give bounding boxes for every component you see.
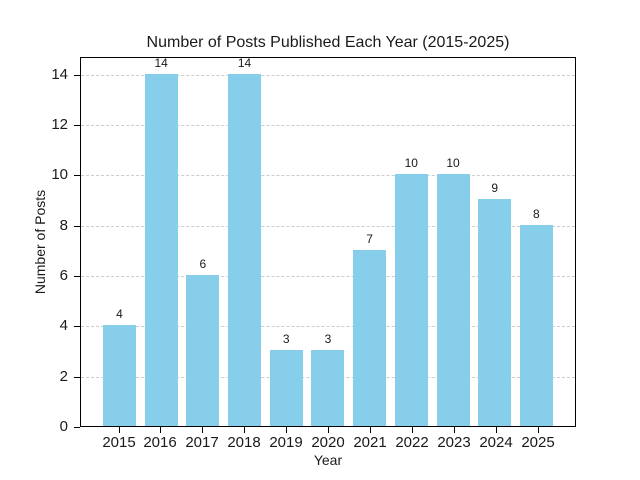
bar: 8: [519, 207, 553, 426]
x-tick-label: 2023: [437, 434, 471, 451]
x-tick-mark: [412, 427, 413, 433]
bar: 14: [144, 56, 178, 426]
chart-title: Number of Posts Published Each Year (201…: [146, 34, 510, 51]
plot-area: 4 14 6 14 3 3 7 10 10 9 8: [80, 56, 576, 427]
x-tick-label: 2016: [143, 434, 177, 451]
y-tick-mark: [74, 326, 80, 327]
gridline: [81, 226, 575, 227]
y-tick-mark: [74, 427, 80, 428]
bar-value-label: 9: [491, 181, 499, 195]
x-tick-mark: [538, 427, 539, 433]
y-tick-mark: [74, 175, 80, 176]
x-tick-label: 2022: [395, 434, 429, 451]
y-tick-mark: [74, 276, 80, 277]
y-tick-mark: [74, 75, 80, 76]
x-tick-label: 2024: [479, 434, 513, 451]
bar-value-label: 6: [199, 257, 207, 271]
bar: 7: [353, 232, 387, 426]
bar-value-label: 3: [324, 332, 332, 346]
bar: 3: [311, 332, 345, 426]
bar: 6: [186, 257, 220, 426]
x-tick-label: 2018: [227, 434, 261, 451]
y-tick-label: 8: [59, 217, 68, 234]
gridline: [81, 276, 575, 277]
bar: 4: [103, 307, 136, 426]
bar-value-label: 3: [282, 332, 290, 346]
y-tick-label: 2: [59, 368, 68, 385]
y-tick-label: 12: [51, 116, 68, 133]
gridline: [81, 175, 575, 176]
bar-value-label: 10: [446, 156, 460, 170]
bar-value-label: 10: [404, 156, 418, 170]
bar: 9: [478, 181, 512, 426]
x-tick-label: 2019: [269, 434, 303, 451]
bar-value-label: 14: [154, 56, 168, 70]
y-tick-mark: [74, 377, 80, 378]
bar-value-label: 7: [366, 232, 373, 246]
bar: 10: [436, 156, 470, 426]
bar-value-label: 4: [116, 307, 123, 321]
bars-container: 4 14 6 14 3 3 7 10 10 9 8: [81, 56, 575, 426]
x-tick-mark: [286, 427, 287, 433]
x-tick-label: 2020: [311, 434, 345, 451]
x-tick-label: 2025: [521, 434, 555, 451]
bar: 10: [394, 156, 428, 426]
gridline: [81, 125, 575, 126]
x-axis-title: Year: [313, 452, 343, 468]
bar-value-label: 14: [237, 56, 252, 70]
bar: 14: [228, 56, 262, 426]
x-tick-mark: [328, 427, 329, 433]
x-tick-label: 2017: [185, 434, 219, 451]
y-tick-label: 6: [59, 267, 68, 284]
x-tick-mark: [496, 427, 497, 433]
gridline: [81, 326, 575, 327]
y-tick-mark: [74, 226, 80, 227]
y-tick-label: 0: [59, 418, 68, 435]
x-tick-mark: [119, 427, 120, 433]
x-tick-mark: [370, 427, 371, 433]
y-tick-label: 4: [59, 317, 68, 334]
y-tick-mark: [74, 125, 80, 126]
x-tick-mark: [202, 427, 203, 433]
bar: 3: [269, 332, 303, 426]
x-tick-label: 2015: [102, 434, 136, 451]
x-tick-label: 2021: [353, 434, 387, 451]
x-tick-mark: [244, 427, 245, 433]
y-tick-label: 14: [51, 66, 68, 83]
x-tick-mark: [160, 427, 161, 433]
y-tick-label: 10: [51, 166, 68, 183]
gridline: [81, 75, 575, 76]
x-tick-mark: [454, 427, 455, 433]
bar-value-label: 8: [533, 207, 540, 221]
